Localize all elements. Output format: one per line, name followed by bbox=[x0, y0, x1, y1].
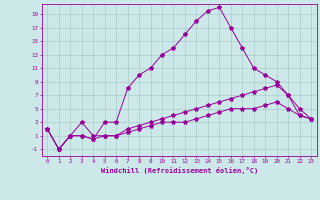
X-axis label: Windchill (Refroidissement éolien,°C): Windchill (Refroidissement éolien,°C) bbox=[100, 167, 258, 174]
